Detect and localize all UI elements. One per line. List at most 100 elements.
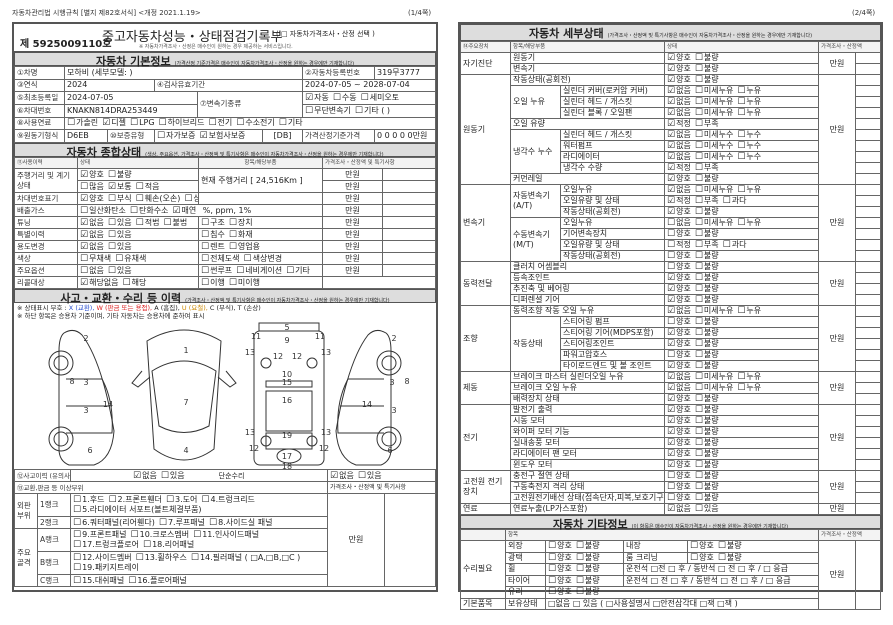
price-note[interactable]: [382, 264, 436, 277]
checkbox-불량[interactable]: ☐불량: [694, 328, 719, 338]
diagram-part-number[interactable]: 15: [282, 378, 292, 387]
price-note[interactable]: [855, 206, 881, 218]
checkbox-17.트렁크플로어[interactable]: ☐17.트렁크플로어: [73, 540, 139, 550]
checkbox-불량[interactable]: ☐불량: [717, 552, 742, 563]
price-note[interactable]: [855, 294, 881, 306]
price-note[interactable]: [855, 481, 881, 493]
checkbox-12.사이드멤버[interactable]: ☐12.사이드멤버: [73, 553, 132, 563]
checkbox-적법[interactable]: ☐적법: [135, 217, 160, 228]
checkbox-적정[interactable]: ☑적정: [667, 196, 691, 206]
checkbox-기타[interactable]: ☐기타: [286, 265, 310, 276]
checkbox-불량[interactable]: ☐불량: [694, 273, 719, 283]
checkbox-누유[interactable]: ☐누유: [737, 383, 762, 393]
checkbox-미세누유[interactable]: ☐미세누유: [694, 185, 734, 195]
checkbox-영업용[interactable]: ☐영업용: [228, 241, 260, 252]
checkbox-미세누수[interactable]: ☐미세누수: [694, 141, 734, 151]
checkbox-누유[interactable]: ☐누유: [737, 185, 762, 195]
checkbox-4.트렁크리드[interactable]: ☐4.트렁크리드: [201, 495, 255, 505]
checkbox-기타 ( )[interactable]: ☐기타 ( ): [354, 105, 391, 116]
checkbox-9.프론트패널[interactable]: ☐9.프론트패널: [73, 530, 127, 540]
checkbox-미세누유[interactable]: ☐미세누유: [694, 372, 734, 382]
checkbox-불량[interactable]: ☐불량: [575, 575, 600, 586]
checkbox-양호[interactable]: ☑양호: [667, 394, 691, 404]
checkbox-미세누유[interactable]: ☐미세누유: [694, 97, 734, 107]
price-note[interactable]: [382, 192, 436, 205]
diagram-part-number[interactable]: 9: [284, 336, 289, 345]
checkbox-일산화탄소[interactable]: ☐일산화탄소: [80, 205, 126, 216]
diagram-part-number[interactable]: 12: [319, 444, 329, 453]
price-note[interactable]: [855, 371, 881, 383]
price-note[interactable]: [855, 448, 881, 460]
checkbox-썬루프[interactable]: ☐썬루프: [201, 265, 233, 276]
price-note[interactable]: [855, 118, 881, 130]
checkbox-양호[interactable]: ☑양호: [667, 328, 691, 338]
checkbox-누수[interactable]: ☐누수: [737, 152, 762, 162]
diagram-part-number[interactable]: 16: [282, 396, 292, 405]
checkbox-없음[interactable]: ☑없음: [330, 470, 354, 481]
price-note[interactable]: [855, 184, 881, 196]
checkbox-적정[interactable]: ☑적정: [667, 119, 691, 129]
checkbox-가솔린[interactable]: ☐가솔린: [67, 118, 99, 129]
checkbox-불량[interactable]: ☐불량: [694, 493, 719, 503]
checkbox-불량[interactable]: ☐불량: [717, 541, 742, 552]
checkbox-양호[interactable]: ☑양호: [667, 405, 691, 415]
checkbox-누수[interactable]: ☐누수: [737, 141, 762, 151]
checkbox-2.프론트휀더[interactable]: ☐2.프론트휀더: [108, 495, 162, 505]
checkbox-양호[interactable]: ☐양호: [548, 564, 572, 575]
checkbox-양호[interactable]: ☐양호: [667, 251, 691, 261]
checkbox-과다[interactable]: ☐과다: [722, 240, 747, 250]
price-note[interactable]: [855, 349, 881, 361]
price-note[interactable]: [855, 503, 881, 515]
price-note[interactable]: [855, 107, 881, 119]
checkbox-보통[interactable]: ☑보통: [107, 181, 132, 192]
checkbox-있음[interactable]: ☐있음: [107, 265, 132, 276]
checkbox-불량[interactable]: ☐불량: [694, 438, 719, 448]
checkbox-있음[interactable]: ☐있음: [107, 241, 132, 252]
checkbox-불량[interactable]: ☐불량: [694, 361, 719, 371]
checkbox-양호[interactable]: ☐양호: [548, 575, 572, 586]
checkbox-양호[interactable]: ☐양호: [690, 541, 714, 552]
diagram-part-number[interactable]: 13: [245, 348, 255, 357]
checkbox-양호[interactable]: ☑양호: [667, 438, 691, 448]
diagram-part-number[interactable]: 6: [87, 446, 92, 455]
checkbox-없음[interactable]: ☑없음: [667, 152, 691, 162]
checkbox-없음[interactable]: ☑없음: [667, 383, 691, 393]
checkbox-양호[interactable]: ☑양호: [667, 460, 691, 470]
checkbox-양호[interactable]: ☑양호: [667, 53, 691, 63]
price-note[interactable]: [855, 459, 881, 471]
checkbox-양호[interactable]: ☑양호: [667, 427, 691, 437]
diagram-part-number[interactable]: 14: [362, 400, 372, 409]
diagram-part-number[interactable]: 11: [251, 332, 261, 341]
checkbox-양호[interactable]: ☐양호: [548, 552, 572, 563]
price-note[interactable]: [855, 316, 881, 328]
checkbox-양호[interactable]: ☐양호: [667, 262, 691, 272]
price-note[interactable]: [855, 85, 881, 97]
diagram-part-number[interactable]: 3: [83, 406, 88, 415]
checkbox-불량[interactable]: ☐불량: [694, 416, 719, 426]
checkbox-3.도어[interactable]: ☐3.도어: [165, 495, 198, 505]
checkbox-10.크로스멤버[interactable]: ☐10.크로스멤버: [130, 530, 190, 540]
price-note[interactable]: [855, 250, 881, 262]
diagram-part-number[interactable]: 19: [282, 431, 292, 440]
checkbox-없음[interactable]: ☐없음: [667, 218, 691, 228]
checkbox-상이[interactable]: ☐상이: [184, 194, 197, 204]
checkbox-19.패키지트레이[interactable]: ☐19.패키지트레이: [73, 563, 139, 573]
checkbox-불량[interactable]: ☐불량: [694, 427, 719, 437]
checkbox-없음[interactable]: ☐없음: [80, 265, 104, 276]
checkbox-미세누수[interactable]: ☐미세누수: [694, 152, 734, 162]
checkbox-없음[interactable]: ☑없음: [80, 241, 104, 252]
checkbox-양호[interactable]: ☑양호: [667, 361, 691, 371]
checkbox-미세누유[interactable]: ☐미세누유: [694, 108, 734, 118]
diagram-part-number[interactable]: 13: [321, 348, 331, 357]
checkbox-수동[interactable]: ☐수동: [332, 93, 357, 104]
checkbox-양호[interactable]: ☑양호: [667, 284, 691, 294]
checkbox-미세누수[interactable]: ☐미세누수: [694, 130, 734, 140]
checkbox-부식[interactable]: ☐부식: [107, 193, 132, 204]
checkbox-누유[interactable]: ☐누유: [737, 97, 762, 107]
price-note[interactable]: [855, 239, 881, 251]
checkbox-양호[interactable]: ☑양호: [80, 169, 104, 180]
checkbox-양호[interactable]: ☑양호: [667, 416, 691, 426]
price-note[interactable]: [855, 195, 881, 207]
price-note[interactable]: [855, 540, 881, 610]
diagram-part-number[interactable]: 14: [103, 400, 113, 409]
